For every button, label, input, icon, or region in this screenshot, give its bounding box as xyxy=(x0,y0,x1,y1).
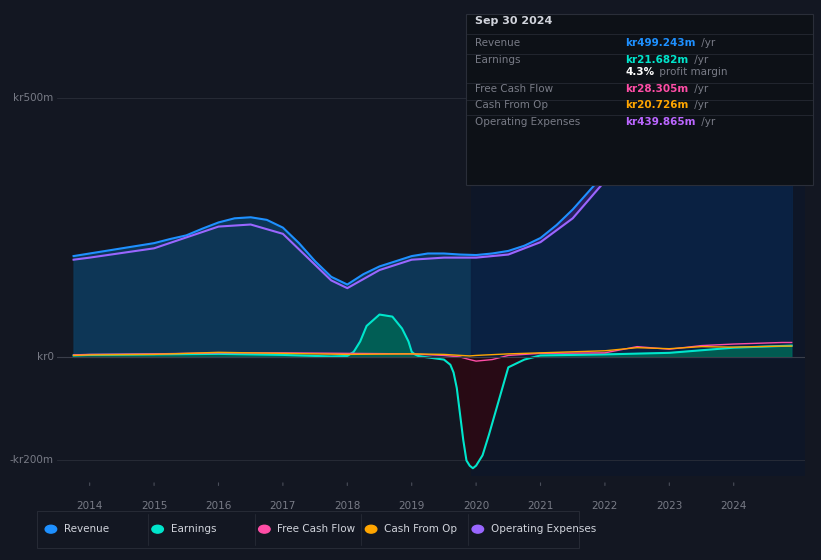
Text: Earnings: Earnings xyxy=(475,55,521,65)
Text: Cash From Op: Cash From Op xyxy=(384,524,457,534)
Text: kr20.726m: kr20.726m xyxy=(626,100,689,110)
Text: 2024: 2024 xyxy=(721,501,747,511)
Text: Revenue: Revenue xyxy=(475,38,521,48)
Text: kr500m: kr500m xyxy=(13,94,53,103)
Text: 2017: 2017 xyxy=(270,501,296,511)
Text: 2021: 2021 xyxy=(527,501,553,511)
Text: kr21.682m: kr21.682m xyxy=(626,55,689,65)
Text: 2016: 2016 xyxy=(205,501,232,511)
Text: Earnings: Earnings xyxy=(171,524,216,534)
Text: Operating Expenses: Operating Expenses xyxy=(475,116,580,127)
Text: kr0: kr0 xyxy=(37,352,53,362)
Text: 2015: 2015 xyxy=(141,501,167,511)
Text: Free Cash Flow: Free Cash Flow xyxy=(277,524,355,534)
Text: Cash From Op: Cash From Op xyxy=(475,100,548,110)
Text: kr439.865m: kr439.865m xyxy=(626,116,696,127)
Text: -kr200m: -kr200m xyxy=(10,455,53,465)
Text: kr499.243m: kr499.243m xyxy=(626,38,696,48)
Text: /yr: /yr xyxy=(691,100,709,110)
Text: 2018: 2018 xyxy=(334,501,360,511)
Text: /yr: /yr xyxy=(691,84,709,94)
Text: kr28.305m: kr28.305m xyxy=(626,84,689,94)
Text: 2022: 2022 xyxy=(592,501,618,511)
Text: 2014: 2014 xyxy=(76,501,103,511)
Text: 2019: 2019 xyxy=(398,501,425,511)
Text: Free Cash Flow: Free Cash Flow xyxy=(475,84,553,94)
Text: /yr: /yr xyxy=(698,116,715,127)
Text: 4.3%: 4.3% xyxy=(626,67,654,77)
Text: /yr: /yr xyxy=(698,38,715,48)
Text: Operating Expenses: Operating Expenses xyxy=(491,524,596,534)
Bar xyxy=(471,67,805,476)
Text: profit margin: profit margin xyxy=(656,67,727,77)
Text: /yr: /yr xyxy=(691,55,709,65)
Text: 2020: 2020 xyxy=(463,501,489,511)
Text: Sep 30 2024: Sep 30 2024 xyxy=(475,16,553,26)
Text: Revenue: Revenue xyxy=(64,524,109,534)
Text: 2023: 2023 xyxy=(656,501,682,511)
